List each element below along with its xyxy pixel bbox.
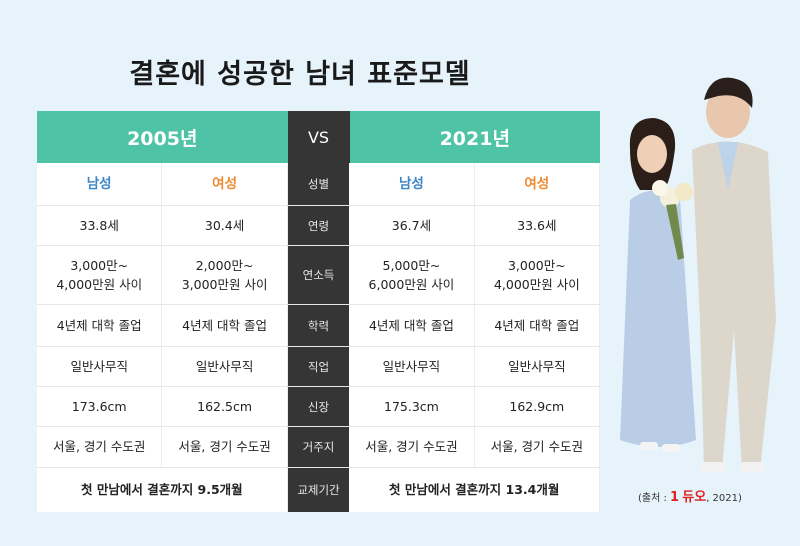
table-row-residence: 서울, 경기 수도권 서울, 경기 수도권 거주지 서울, 경기 수도권 서울,… bbox=[37, 427, 601, 468]
year-2021: 2021년 bbox=[439, 127, 510, 150]
table-row-dating-period: 첫 만남에서 결혼까지 9.5개월 교제기간 첫 만남에서 결혼까지 13.4개… bbox=[37, 468, 601, 512]
year-2005: 2005년 bbox=[127, 127, 198, 150]
cell-value: 3,000만~ 4,000만원 사이 bbox=[37, 246, 163, 304]
row-label: 연령 bbox=[287, 206, 350, 245]
cell-value: 4년제 대학 졸업 bbox=[162, 305, 288, 346]
row-label: 직업 bbox=[287, 347, 350, 386]
row-label: 성별 bbox=[287, 163, 350, 205]
source-caption: (출처 : 1 듀오, 2021) bbox=[638, 486, 742, 505]
cell-line: 6,000만원 사이 bbox=[368, 277, 455, 292]
cell-value: 3,000만~ 4,000만원 사이 bbox=[475, 246, 601, 304]
cell-value: 일반사무직 bbox=[475, 347, 601, 386]
cell-line: 2,000만~ bbox=[195, 257, 254, 273]
row-label: 연소득 bbox=[287, 246, 350, 304]
row-label: 교제기간 bbox=[287, 468, 350, 512]
cell-value: 서울, 경기 수도권 bbox=[37, 427, 163, 467]
cell-value: 4년제 대학 졸업 bbox=[349, 305, 475, 346]
cell-line: 3,000만~ bbox=[507, 257, 566, 273]
row-label: 학력 bbox=[287, 305, 350, 346]
cell-line: 3,000만~ bbox=[70, 257, 129, 273]
vs-label: VS bbox=[287, 111, 350, 163]
cell-line: 3,000만원 사이 bbox=[181, 277, 268, 292]
cell-line: 5,000만~ bbox=[382, 257, 441, 273]
dating-period-2021: 첫 만남에서 결혼까지 13.4개월 bbox=[349, 468, 601, 512]
source-prefix: (출처 : bbox=[638, 493, 671, 504]
dating-period-2005: 첫 만남에서 결혼까지 9.5개월 bbox=[37, 468, 288, 512]
cell-value: 서울, 경기 수도권 bbox=[349, 427, 475, 467]
table-row-education: 4년제 대학 졸업 4년제 대학 졸업 학력 4년제 대학 졸업 4년제 대학 … bbox=[37, 305, 601, 347]
cell-value: 36.7세 bbox=[349, 206, 475, 245]
cell-value: 33.6세 bbox=[475, 206, 601, 245]
cell-value: 2,000만~ 3,000만원 사이 bbox=[162, 246, 288, 304]
cell-value: 서울, 경기 수도권 bbox=[475, 427, 601, 467]
table-row-income: 3,000만~ 4,000만원 사이 2,000만~ 3,000만원 사이 연소득 … bbox=[37, 246, 601, 305]
table-row-gender: 남성 여성 성별 남성 여성 bbox=[37, 163, 601, 206]
female-2021-header: 여성 bbox=[475, 163, 601, 205]
comparison-table: 2005년 VS 2021년 남성 여성 성별 남성 여성 33.8세 30.4… bbox=[37, 111, 601, 512]
male-2005-header: 남성 bbox=[37, 163, 163, 205]
cell-value: 173.6cm bbox=[37, 387, 163, 426]
table-row-age: 33.8세 30.4세 연령 36.7세 33.6세 bbox=[37, 206, 601, 246]
cell-value: 4년제 대학 졸업 bbox=[475, 305, 601, 346]
table-row-height: 173.6cm 162.5cm 신장 175.3cm 162.9cm bbox=[37, 387, 601, 427]
cell-line: 4,000만원 사이 bbox=[493, 277, 580, 292]
table-header: 2005년 VS 2021년 bbox=[37, 111, 600, 163]
female-2005-header: 여성 bbox=[162, 163, 288, 205]
table-row-job: 일반사무직 일반사무직 직업 일반사무직 일반사무직 bbox=[37, 347, 601, 387]
duo-logo-mark: 1 bbox=[670, 490, 680, 505]
cell-value: 일반사무직 bbox=[37, 347, 163, 386]
source-suffix: , 2021) bbox=[706, 493, 742, 504]
row-label: 거주지 bbox=[287, 427, 350, 467]
cell-value: 33.8세 bbox=[37, 206, 163, 245]
cell-value: 5,000만~ 6,000만원 사이 bbox=[349, 246, 475, 304]
duo-logo-text: 듀오 bbox=[682, 490, 707, 505]
cell-value: 서울, 경기 수도권 bbox=[162, 427, 288, 467]
page-title: 결혼에 성공한 남녀 표준모델 bbox=[129, 59, 471, 90]
cell-value: 162.9cm bbox=[475, 387, 601, 426]
cell-value: 162.5cm bbox=[162, 387, 288, 426]
cell-value: 일반사무직 bbox=[162, 347, 288, 386]
couple-photo bbox=[620, 77, 776, 472]
male-2021-header: 남성 bbox=[349, 163, 475, 205]
cell-value: 175.3cm bbox=[349, 387, 475, 426]
cell-value: 일반사무직 bbox=[349, 347, 475, 386]
cell-value: 4년제 대학 졸업 bbox=[37, 305, 163, 346]
cell-value: 30.4세 bbox=[162, 206, 288, 245]
cell-line: 4,000만원 사이 bbox=[56, 277, 143, 292]
row-label: 신장 bbox=[287, 387, 350, 426]
